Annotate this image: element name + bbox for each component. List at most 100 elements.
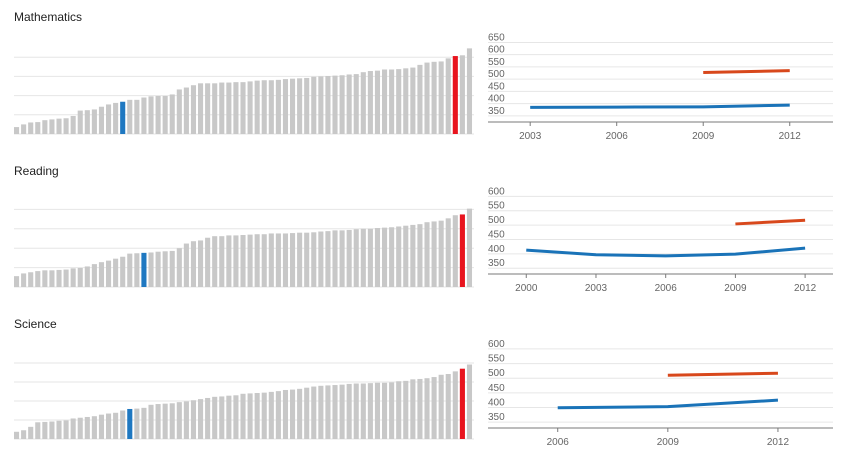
bar bbox=[35, 122, 41, 134]
bar bbox=[14, 127, 20, 134]
y-tick-label: 400 bbox=[488, 244, 505, 255]
bar bbox=[240, 393, 246, 439]
bar bbox=[120, 101, 126, 134]
bar bbox=[282, 389, 289, 439]
bar bbox=[98, 106, 105, 134]
bar bbox=[438, 220, 444, 287]
bar bbox=[318, 76, 324, 134]
bar bbox=[268, 391, 274, 439]
bar bbox=[148, 252, 154, 287]
bar bbox=[84, 110, 90, 134]
bar bbox=[226, 395, 232, 439]
bar bbox=[98, 262, 105, 287]
bar bbox=[318, 231, 324, 287]
y-tick-label: 550 bbox=[488, 354, 505, 365]
bar bbox=[127, 99, 133, 134]
bar bbox=[367, 383, 373, 439]
bar bbox=[290, 78, 296, 134]
bar bbox=[77, 267, 83, 287]
bar bbox=[332, 385, 338, 439]
bar bbox=[106, 413, 112, 439]
bar bbox=[148, 404, 154, 439]
orange-series-line bbox=[667, 371, 778, 377]
bar bbox=[374, 382, 381, 439]
bar bbox=[21, 124, 27, 134]
bar bbox=[141, 407, 147, 439]
bar bbox=[226, 235, 232, 287]
bar bbox=[162, 403, 168, 439]
bar bbox=[410, 379, 416, 439]
bar bbox=[127, 408, 133, 439]
bar bbox=[63, 420, 69, 439]
bar bbox=[311, 386, 317, 439]
bar bbox=[304, 387, 310, 439]
bar bbox=[374, 70, 381, 134]
bar bbox=[183, 87, 189, 134]
bar bbox=[459, 214, 465, 287]
bar bbox=[431, 221, 437, 287]
bar bbox=[417, 224, 423, 287]
bar bbox=[134, 99, 140, 134]
y-tick-label: 500 bbox=[488, 215, 505, 226]
bar bbox=[212, 83, 218, 134]
bar bbox=[346, 229, 352, 287]
bar bbox=[297, 388, 303, 439]
bar bbox=[148, 96, 154, 134]
bar bbox=[77, 417, 83, 439]
bar bbox=[403, 380, 409, 439]
bar bbox=[353, 383, 359, 439]
bar bbox=[42, 270, 48, 287]
blue-series-line bbox=[557, 398, 779, 410]
bar bbox=[396, 381, 402, 439]
bar bbox=[410, 67, 416, 134]
bar bbox=[113, 258, 119, 287]
bar bbox=[459, 55, 465, 134]
bar bbox=[219, 236, 225, 287]
x-tick-label: 2009 bbox=[724, 283, 747, 294]
blue-series-line bbox=[526, 246, 806, 258]
bar bbox=[205, 237, 211, 287]
bar bbox=[198, 83, 204, 134]
bar bbox=[56, 118, 62, 134]
bar bbox=[155, 404, 161, 439]
bar bbox=[162, 95, 168, 134]
x-tick-label: 2006 bbox=[606, 131, 629, 142]
x-tick-label: 2009 bbox=[657, 437, 680, 448]
bar bbox=[134, 408, 140, 439]
y-tick-label: 500 bbox=[488, 368, 505, 379]
bar bbox=[28, 122, 34, 134]
bar bbox=[190, 400, 197, 439]
bar bbox=[127, 253, 133, 287]
bar bbox=[233, 395, 239, 439]
bar bbox=[91, 416, 97, 439]
bar bbox=[162, 251, 168, 287]
y-tick-label: 450 bbox=[488, 383, 505, 394]
bar bbox=[452, 56, 458, 134]
bar bbox=[403, 225, 409, 287]
y-tick-label: 500 bbox=[488, 69, 505, 80]
x-tick-label: 2000 bbox=[515, 283, 538, 294]
bar bbox=[176, 248, 182, 287]
x-tick-label: 2012 bbox=[779, 131, 802, 142]
bar bbox=[113, 412, 119, 439]
bar bbox=[169, 403, 175, 439]
x-tick-label: 2012 bbox=[767, 437, 790, 448]
bar bbox=[297, 232, 303, 287]
bar bbox=[190, 241, 197, 287]
orange-series-line bbox=[703, 69, 790, 75]
bar bbox=[268, 80, 274, 134]
bar bbox=[318, 385, 324, 439]
x-tick-label: 2003 bbox=[519, 131, 542, 142]
bar bbox=[254, 80, 260, 134]
bar bbox=[325, 231, 331, 287]
bar bbox=[389, 69, 395, 134]
bar bbox=[155, 95, 161, 134]
bar bbox=[374, 228, 381, 287]
bar bbox=[106, 260, 112, 287]
x-tick-label: 2003 bbox=[585, 283, 608, 294]
bar bbox=[339, 230, 345, 287]
bar bbox=[120, 410, 126, 439]
x-tick-label: 2006 bbox=[547, 437, 570, 448]
bar bbox=[240, 82, 246, 134]
